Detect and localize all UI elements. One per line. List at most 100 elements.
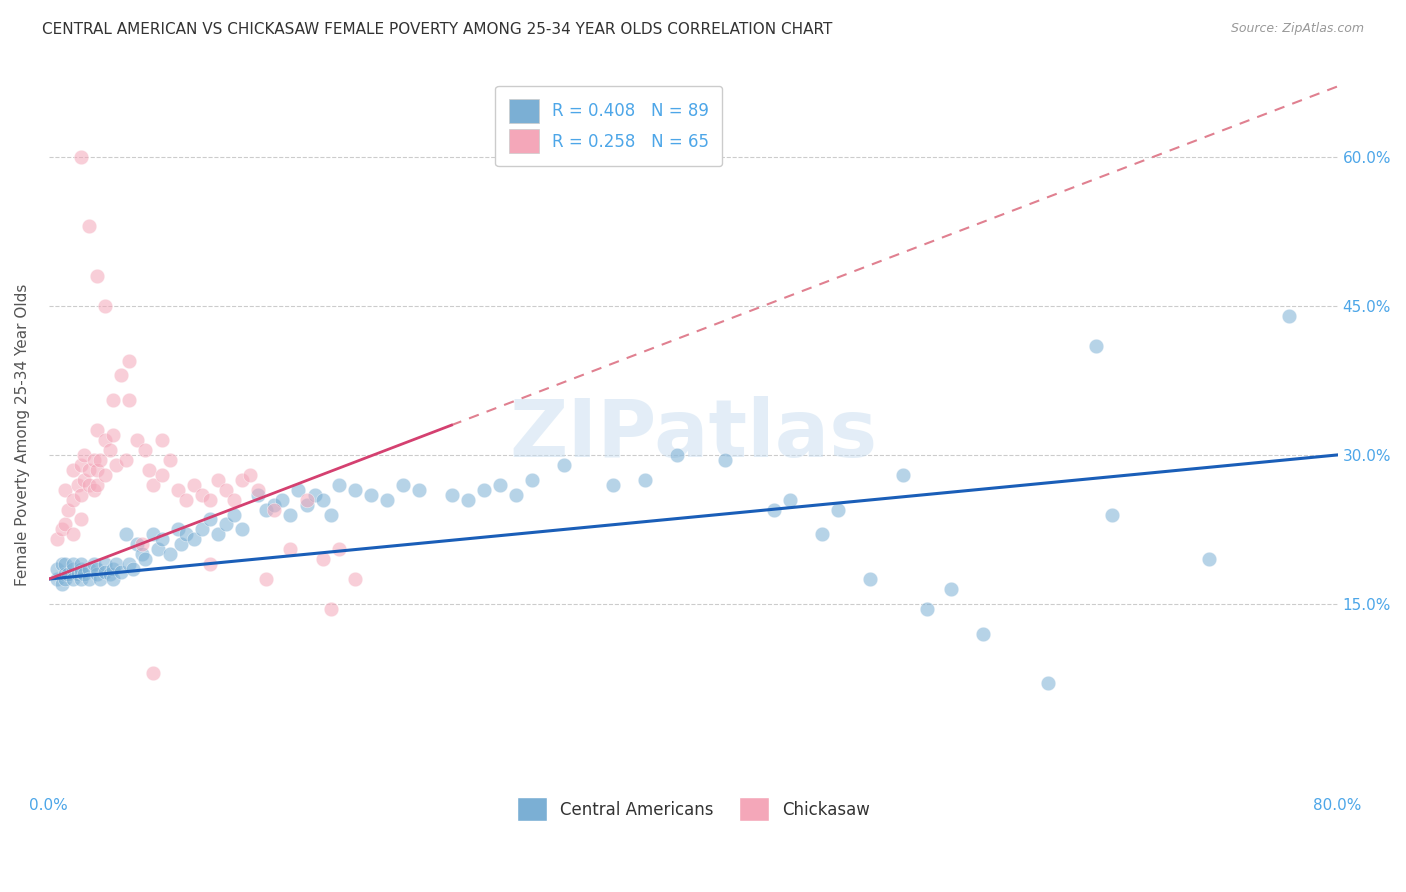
Point bbox=[375, 492, 398, 507]
Point bbox=[311, 552, 333, 566]
Point bbox=[714, 453, 737, 467]
Y-axis label: Female Poverty Among 25-34 Year Olds: Female Poverty Among 25-34 Year Olds bbox=[15, 284, 30, 586]
Point bbox=[159, 547, 181, 561]
Point bbox=[94, 467, 117, 482]
Point bbox=[115, 527, 138, 541]
Point bbox=[183, 533, 205, 547]
Point bbox=[53, 517, 76, 532]
Point bbox=[127, 537, 149, 551]
Point bbox=[70, 150, 93, 164]
Point bbox=[859, 572, 882, 586]
Point bbox=[115, 453, 138, 467]
Point bbox=[915, 602, 938, 616]
Point bbox=[53, 557, 76, 571]
Point bbox=[56, 567, 79, 582]
Point bbox=[98, 442, 121, 457]
Point bbox=[105, 458, 128, 472]
Point bbox=[762, 502, 785, 516]
Point bbox=[198, 492, 221, 507]
Point bbox=[62, 492, 84, 507]
Point bbox=[56, 502, 79, 516]
Point bbox=[86, 567, 108, 582]
Point bbox=[328, 477, 350, 491]
Point bbox=[86, 423, 108, 437]
Point bbox=[134, 442, 156, 457]
Point bbox=[53, 483, 76, 497]
Point bbox=[489, 477, 512, 491]
Point bbox=[83, 557, 105, 571]
Point bbox=[70, 562, 93, 576]
Point bbox=[103, 428, 125, 442]
Point bbox=[827, 502, 849, 516]
Point bbox=[70, 458, 93, 472]
Point bbox=[666, 448, 689, 462]
Point bbox=[89, 572, 111, 586]
Point bbox=[131, 537, 153, 551]
Point bbox=[1101, 508, 1123, 522]
Point bbox=[271, 492, 294, 507]
Point bbox=[174, 492, 197, 507]
Point bbox=[891, 467, 914, 482]
Point bbox=[222, 492, 245, 507]
Point bbox=[148, 542, 170, 557]
Point bbox=[131, 547, 153, 561]
Point bbox=[263, 502, 285, 516]
Point bbox=[295, 492, 318, 507]
Point bbox=[408, 483, 430, 497]
Point bbox=[174, 527, 197, 541]
Point bbox=[118, 557, 141, 571]
Point bbox=[105, 557, 128, 571]
Point bbox=[86, 463, 108, 477]
Point bbox=[457, 492, 479, 507]
Point bbox=[118, 393, 141, 408]
Point bbox=[62, 572, 84, 586]
Point bbox=[215, 483, 238, 497]
Point bbox=[110, 565, 132, 579]
Point bbox=[73, 567, 96, 582]
Point bbox=[83, 453, 105, 467]
Point bbox=[150, 433, 173, 447]
Point bbox=[110, 368, 132, 383]
Point bbox=[138, 463, 160, 477]
Point bbox=[170, 537, 193, 551]
Point bbox=[51, 557, 73, 571]
Point bbox=[142, 666, 165, 681]
Point bbox=[77, 477, 100, 491]
Text: CENTRAL AMERICAN VS CHICKASAW FEMALE POVERTY AMONG 25-34 YEAR OLDS CORRELATION C: CENTRAL AMERICAN VS CHICKASAW FEMALE POV… bbox=[42, 22, 832, 37]
Point bbox=[70, 557, 93, 571]
Point bbox=[779, 492, 801, 507]
Point bbox=[191, 488, 214, 502]
Point bbox=[254, 572, 277, 586]
Point bbox=[103, 562, 125, 576]
Point bbox=[77, 219, 100, 234]
Point bbox=[343, 483, 366, 497]
Point bbox=[103, 572, 125, 586]
Point bbox=[103, 393, 125, 408]
Point bbox=[94, 565, 117, 579]
Point bbox=[134, 552, 156, 566]
Point bbox=[198, 512, 221, 526]
Point bbox=[328, 542, 350, 557]
Point bbox=[319, 508, 342, 522]
Point bbox=[207, 527, 229, 541]
Text: Source: ZipAtlas.com: Source: ZipAtlas.com bbox=[1230, 22, 1364, 36]
Point bbox=[207, 473, 229, 487]
Point bbox=[118, 353, 141, 368]
Point bbox=[263, 498, 285, 512]
Point bbox=[45, 572, 67, 586]
Point bbox=[86, 269, 108, 284]
Point bbox=[73, 473, 96, 487]
Point bbox=[287, 483, 309, 497]
Point bbox=[159, 453, 181, 467]
Point bbox=[89, 453, 111, 467]
Point bbox=[520, 473, 543, 487]
Point bbox=[121, 562, 143, 576]
Point bbox=[70, 512, 93, 526]
Point bbox=[70, 565, 93, 579]
Point bbox=[150, 467, 173, 482]
Point bbox=[1198, 552, 1220, 566]
Point bbox=[295, 498, 318, 512]
Point bbox=[45, 533, 67, 547]
Point bbox=[972, 626, 994, 640]
Point bbox=[1278, 309, 1301, 323]
